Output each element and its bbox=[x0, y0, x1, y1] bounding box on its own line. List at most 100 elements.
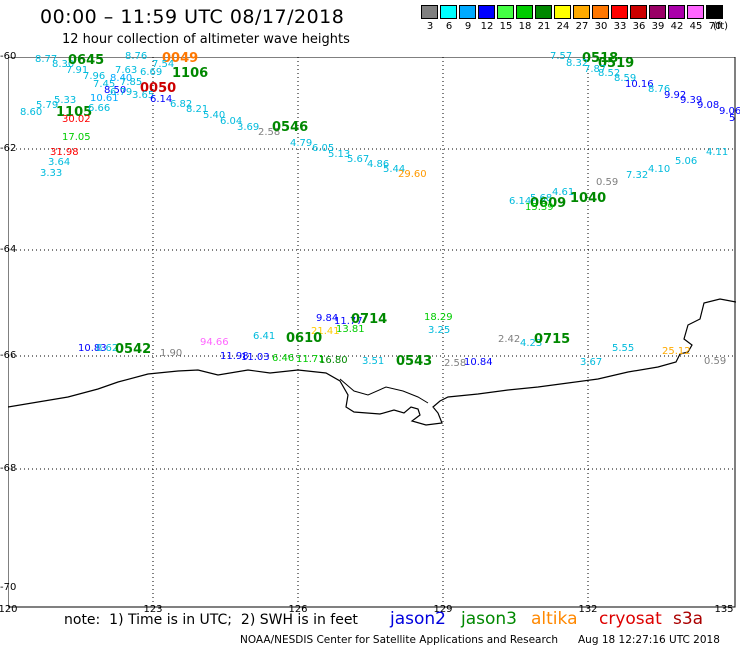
wave-height-label: 9.39 bbox=[680, 95, 703, 106]
footer-note: note: 1) Time is in UTC; 2) SWH is in fe… bbox=[64, 612, 358, 628]
wave-height-label: 4.23 bbox=[520, 338, 543, 349]
map-frame bbox=[8, 57, 736, 608]
legend-value: 30 bbox=[594, 21, 608, 32]
wave-height-label: 94.66 bbox=[200, 337, 229, 348]
wave-height-label: 21.41 bbox=[311, 326, 340, 337]
legend-value: 3 bbox=[426, 21, 434, 32]
chart-title: 00:00 – 11:59 UTC 08/17/2018 bbox=[40, 6, 345, 28]
legend-value: 15 bbox=[499, 21, 513, 32]
satellite-legend-s3a: s3a bbox=[673, 609, 704, 629]
legend-swatch bbox=[440, 5, 457, 19]
wave-height-label: 11.71 bbox=[296, 354, 325, 365]
wave-height-label: 3.64 bbox=[48, 157, 71, 168]
wave-height-label: 10.83 bbox=[78, 343, 107, 354]
legend-swatch bbox=[649, 5, 666, 19]
wave-height-label: 29.60 bbox=[398, 169, 427, 180]
pass-time-label: 0049 bbox=[162, 51, 199, 66]
pass-time-label: 0542 bbox=[115, 342, 152, 357]
credit-line: NOAA/NESDIS Center for Satellite Applica… bbox=[240, 634, 558, 646]
wave-height-label: 6.04 bbox=[220, 116, 243, 127]
wave-height-label: 8.32 bbox=[566, 58, 589, 69]
pass-time-label: 1040 bbox=[570, 191, 607, 206]
legend-value: 70 bbox=[708, 21, 722, 32]
legend-swatch bbox=[668, 5, 685, 19]
lat-tick: -60 bbox=[0, 51, 17, 62]
pass-time-label: 0714 bbox=[351, 312, 388, 327]
wave-height-label: 16.80 bbox=[319, 355, 348, 366]
legend-swatch bbox=[630, 5, 647, 19]
legend-value: 39 bbox=[651, 21, 665, 32]
pass-time-label: 1106 bbox=[172, 66, 209, 81]
wave-height-label: 8.60 bbox=[20, 107, 43, 118]
wave-height-label: 0.59 bbox=[704, 356, 727, 367]
wave-height-label: 5.13 bbox=[328, 149, 351, 160]
wave-height-label: 8.50 bbox=[104, 85, 127, 96]
pass-time-label: 0610 bbox=[286, 331, 323, 346]
legend-value: 24 bbox=[556, 21, 570, 32]
wave-height-label: 2.58 bbox=[258, 127, 281, 138]
wave-height-label: 8.59 bbox=[614, 73, 637, 84]
legend-value: 9 bbox=[464, 21, 472, 32]
legend-value: 36 bbox=[632, 21, 646, 32]
wave-height-label: 7.54 bbox=[152, 59, 175, 70]
map-area bbox=[8, 57, 736, 608]
pass-time-label: 0518 bbox=[582, 51, 619, 66]
lat-tick: -66 bbox=[0, 350, 17, 361]
lon-tick: 129 bbox=[433, 604, 453, 615]
wave-height-label: 11.77 bbox=[334, 316, 363, 327]
legend-swatch bbox=[478, 5, 495, 19]
legend-value: 45 bbox=[689, 21, 703, 32]
legend-value: 27 bbox=[575, 21, 589, 32]
pass-time-label: 0050 bbox=[140, 81, 177, 96]
wave-height-label: 6.69 bbox=[140, 67, 163, 78]
wave-height-label: 7.45 bbox=[93, 79, 116, 90]
wave-height-label: 9.06 bbox=[719, 106, 740, 117]
wave-height-label: 1.90 bbox=[160, 348, 183, 359]
lat-tick: -64 bbox=[0, 244, 17, 255]
wave-height-label: 7.96 bbox=[83, 71, 106, 82]
wave-height-label: 2.42 bbox=[498, 334, 521, 345]
lon-tick: 120 bbox=[0, 604, 18, 615]
pass-time-label: 0645 bbox=[68, 53, 105, 68]
wave-height-label: 2.58 bbox=[444, 358, 467, 369]
wave-height-label: 8.62 bbox=[96, 343, 119, 354]
satellite-legend-jason2: jason2 bbox=[390, 609, 446, 629]
legend-swatch bbox=[592, 5, 609, 19]
wave-height-label: 5 bbox=[729, 113, 736, 124]
legend-swatch bbox=[421, 5, 438, 19]
legend-swatch bbox=[687, 5, 704, 19]
wave-height-label: 10.61 bbox=[90, 93, 119, 104]
legend-value: 21 bbox=[537, 21, 551, 32]
legend-swatch bbox=[497, 5, 514, 19]
legend-swatch bbox=[706, 5, 723, 19]
wave-height-label: 10.84 bbox=[464, 357, 493, 368]
legend-swatch bbox=[516, 5, 533, 19]
lon-tick: 135 bbox=[714, 604, 734, 615]
legend-value: 42 bbox=[670, 21, 684, 32]
pass-time-label: 1105 bbox=[56, 105, 93, 120]
wave-height-label: 5.06 bbox=[675, 156, 698, 167]
wave-height-label: 13.81 bbox=[336, 324, 365, 335]
coastline-inner bbox=[339, 378, 429, 404]
wave-height-label: 11.03 bbox=[241, 352, 270, 363]
wave-height-label: 0.59 bbox=[596, 177, 619, 188]
wave-height-label: 4.86 bbox=[367, 159, 390, 170]
wave-height-label: 4.11 bbox=[706, 147, 729, 158]
wave-height-label: 8.77 bbox=[35, 54, 58, 65]
wave-height-label: 7.87 bbox=[584, 64, 607, 75]
wave-height-label: 3.69 bbox=[237, 122, 260, 133]
wave-height-label: 9.84 bbox=[316, 313, 339, 324]
wave-height-label: 7.85 bbox=[120, 77, 143, 88]
wave-height-label: 15.39 bbox=[525, 202, 554, 213]
wave-height-label: 8.76 bbox=[125, 51, 148, 62]
wave-height-label: 5.40 bbox=[203, 110, 226, 121]
wave-height-label: 5.33 bbox=[54, 95, 77, 106]
legend-value: 12 bbox=[480, 21, 494, 32]
wave-height-label: 3.25 bbox=[428, 325, 451, 336]
wave-height-label: 8.21 bbox=[186, 104, 209, 115]
wave-height-label: 5.67 bbox=[347, 154, 370, 165]
wave-height-label: 5.79 bbox=[36, 100, 59, 111]
wave-height-label: 5.55 bbox=[612, 343, 635, 354]
wave-height-label: 9.92 bbox=[664, 90, 687, 101]
coastline bbox=[8, 298, 736, 426]
